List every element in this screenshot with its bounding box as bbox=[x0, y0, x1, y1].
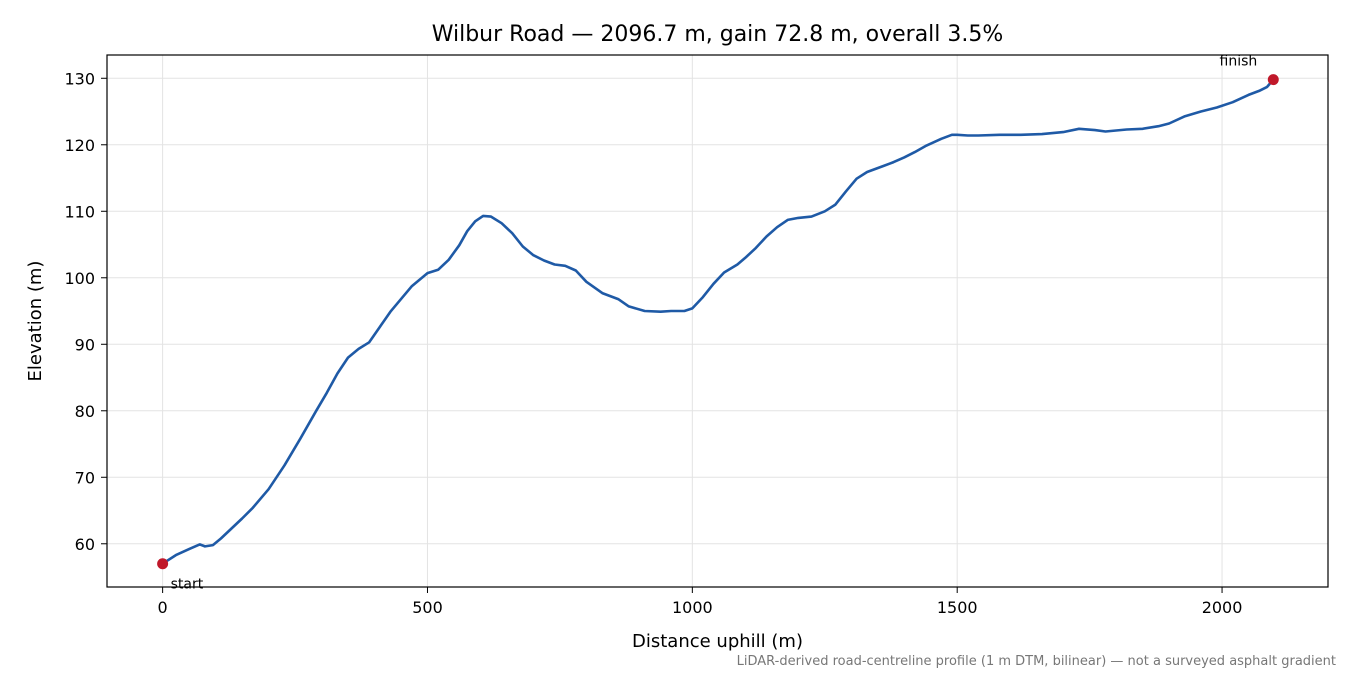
y-tick-label: 70 bbox=[75, 468, 95, 487]
x-tick-label: 1000 bbox=[672, 598, 713, 617]
x-tick-label: 1500 bbox=[937, 598, 978, 617]
y-tick-label: 120 bbox=[64, 136, 95, 155]
y-tick-label: 110 bbox=[64, 202, 95, 221]
x-tick-label: 500 bbox=[412, 598, 443, 617]
line-layer bbox=[161, 78, 1275, 566]
chart-title: Wilbur Road — 2096.7 m, gain 72.8 m, ove… bbox=[432, 22, 1004, 47]
grid-layer bbox=[107, 55, 1328, 587]
finish-marker bbox=[1267, 74, 1279, 86]
y-tick-label: 130 bbox=[64, 69, 95, 88]
plot-frame bbox=[106, 54, 1329, 588]
x-axis-label: Distance uphill (m) bbox=[632, 631, 803, 652]
start-marker bbox=[157, 558, 169, 570]
start-label: start bbox=[171, 577, 204, 593]
y-tick-label: 60 bbox=[75, 535, 95, 554]
y-tick-label: 80 bbox=[75, 402, 95, 421]
x-tick-label: 2000 bbox=[1202, 598, 1243, 617]
footnote: LiDAR-derived road-centreline profile (1… bbox=[737, 654, 1336, 669]
y-axis-label: Elevation (m) bbox=[25, 261, 46, 382]
marker-layer: start finish bbox=[157, 54, 1279, 593]
x-tick-label: 0 bbox=[158, 598, 168, 617]
finish-label: finish bbox=[1220, 54, 1258, 70]
y-tick-label: 90 bbox=[75, 335, 95, 354]
elevation-line bbox=[161, 78, 1275, 566]
y-tick-label: 100 bbox=[64, 269, 95, 288]
tick-layer: 0 500 1000 1500 2000 60 70 80 90 100 110 120 130 bbox=[64, 69, 1242, 617]
